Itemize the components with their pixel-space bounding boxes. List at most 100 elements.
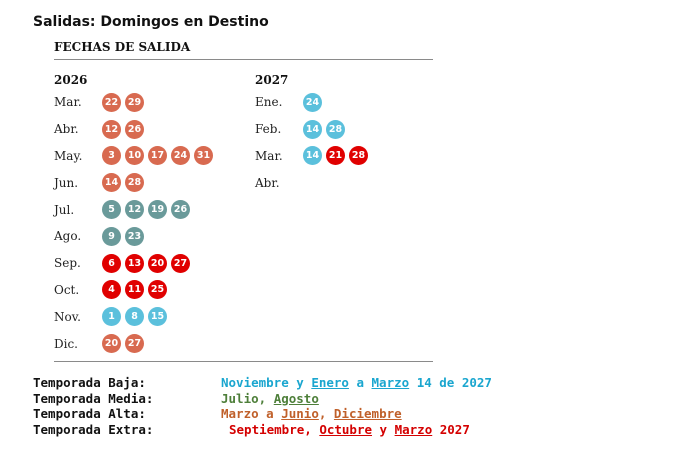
month-label: May. [54,148,83,163]
legend-text: Julio [221,390,259,406]
year-heading: 2026 [54,73,88,87]
legend-text: y [288,375,312,390]
departure-date-alta[interactable]: 17 [148,146,167,166]
departure-date-alta[interactable]: 28 [125,173,144,193]
departure-date-baja[interactable]: 8 [125,307,144,327]
departure-date-media[interactable]: 5 [102,200,121,220]
month-list: Mar. 22 29 Abr. 12 26 May. 3 10 17 24 31 Jun. 14 28 Jul… [54,89,213,357]
legend-label: Temporada Extra: [33,421,154,437]
departure-date-media[interactable]: 12 [125,200,144,220]
month-row: Ene. 24 [255,89,368,116]
month-label: Abr. [255,175,280,190]
departure-date-media[interactable]: 23 [125,226,144,246]
departure-date-baja[interactable]: 28 [326,119,345,139]
departure-date-extra[interactable]: 20 [148,253,167,273]
legend-row: Temporada Baja: Noviembre y Enero a Marzo… [33,375,653,391]
year-column-2026: 2026 Mar. 22 29 Abr. 12 26 May. 3 10 17 24 31 Jun. 14 2… [54,60,213,357]
departure-date-extra[interactable]: 6 [102,253,121,273]
date-list: 12 26 [102,119,144,139]
legend-label: Temporada Baja: [33,375,146,390]
date-list: 20 27 [102,334,144,354]
legend-text: a [348,375,372,390]
departure-date-baja[interactable]: 14 [303,119,322,139]
legend-value: Noviembre y Enero a Marzo 14 de 2027 [221,375,492,391]
month-label: Nov. [54,309,81,324]
legend-label: Temporada Alta: [33,406,146,421]
legend-row: Temporada Media: Julio, Agosto [33,391,653,407]
page-title: Salidas: Domingos en Destino [33,14,269,30]
month-row: Abr. [255,169,368,196]
departure-date-media[interactable]: 9 [102,226,121,246]
legend-text: 14 de 2027 [409,375,492,390]
month-label: Abr. [54,122,79,137]
departure-date-media[interactable]: 19 [148,200,167,220]
departure-date-media[interactable]: 26 [171,200,190,220]
legend-link[interactable]: Enero [311,375,349,390]
date-list: 14 28 [102,173,144,193]
departure-date-extra[interactable]: 13 [125,253,144,273]
departure-date-extra[interactable]: 25 [148,280,167,300]
season-legend: Temporada Baja: Noviembre y Enero a Marzo… [33,375,653,437]
month-row: Feb. 14 28 [255,116,368,143]
date-list: 5 12 19 26 [102,200,190,220]
departure-date-alta[interactable]: 22 [102,92,121,112]
date-list: 24 [303,92,322,112]
panel-header: FECHAS DE SALIDA [54,40,433,60]
legend-link[interactable]: Octubre [319,421,373,437]
legend-row: Temporada Extra: Septiembre, Octubre y Ma… [33,422,653,438]
legend-link[interactable]: Diciembre [333,406,402,421]
departure-date-alta[interactable]: 27 [125,334,144,354]
departure-date-extra[interactable]: 28 [349,146,368,166]
legend-text: 2027 [432,421,470,437]
departure-date-extra[interactable]: 11 [125,280,144,300]
date-list: 6 13 20 27 [102,253,190,273]
departure-date-alta[interactable]: 24 [171,146,190,166]
legend-link[interactable]: Marzo [394,421,433,437]
date-list: 1 8 15 [102,307,167,327]
departure-date-extra[interactable]: 27 [171,253,190,273]
legend-link[interactable]: Junio [281,406,319,421]
date-list: 9 23 [102,226,144,246]
date-list: 3 10 17 24 31 [102,146,213,166]
departure-date-alta[interactable]: 26 [125,119,144,139]
legend-link[interactable]: Marzo [371,375,410,390]
month-row: Dic. 20 27 [54,330,213,357]
departure-date-baja[interactable]: 1 [102,307,121,327]
departure-date-alta[interactable]: 20 [102,334,121,354]
legend-label: Temporada Media: [33,390,154,406]
departure-date-baja[interactable]: 14 [303,146,322,166]
date-list: 4 11 25 [102,280,167,300]
departure-date-alta[interactable]: 14 [102,173,121,193]
month-row: Jul. 5 12 19 26 [54,196,213,223]
departure-date-alta[interactable]: 3 [102,146,121,166]
departure-date-baja[interactable]: 15 [148,307,167,327]
month-label: Jun. [54,175,79,190]
month-label: Ago. [54,229,82,244]
date-list: 14 21 28 [303,146,368,166]
month-row: Nov. 1 8 15 [54,303,213,330]
month-row: Ago. 9 23 [54,223,213,250]
legend-value: Julio, Agosto [221,391,319,407]
month-label: Dic. [54,336,78,351]
legend-row: Temporada Alta: Marzo a Junio, Diciembre [33,406,653,422]
departure-date-alta[interactable]: 29 [125,92,144,112]
departure-date-alta[interactable]: 10 [125,146,144,166]
legend-value: Marzo a Junio, Diciembre [221,406,402,422]
year-column-2027: 2027 Ene. 24 Feb. 14 28 Mar. 14 21 28 Abr. [255,60,368,196]
departure-date-alta[interactable]: 31 [194,146,213,166]
departure-date-extra[interactable]: 4 [102,280,121,300]
month-label: Ene. [255,95,283,110]
legend-text: , [258,390,274,406]
legend-text: Marzo a [221,406,282,421]
departure-date-alta[interactable]: 12 [102,119,121,139]
legend-text: , [304,421,320,437]
year-heading: 2027 [255,73,289,87]
month-row: Abr. 12 26 [54,116,213,143]
date-list: 22 29 [102,92,144,112]
month-row: Oct. 4 11 25 [54,277,213,304]
departure-date-extra[interactable]: 21 [326,146,345,166]
legend-link[interactable]: Agosto [273,390,319,406]
departure-date-baja[interactable]: 24 [303,92,322,112]
month-label: Mar. [54,95,82,110]
month-label: Sep. [54,256,81,271]
